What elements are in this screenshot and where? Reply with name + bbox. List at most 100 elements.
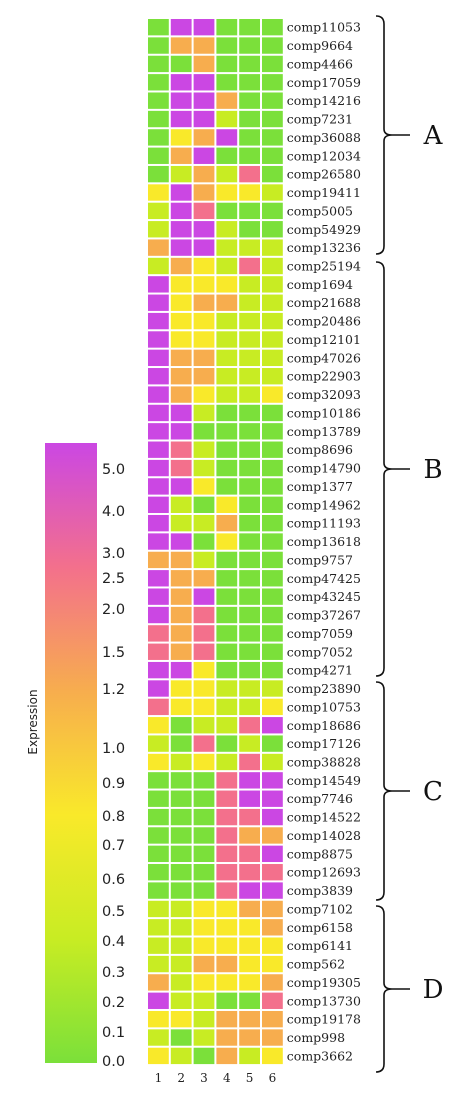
heatmap-cell — [148, 808, 169, 826]
heatmap-cell — [193, 74, 215, 91]
gene-label: comp14962 — [287, 497, 361, 512]
gene-label: comp3662 — [287, 1048, 353, 1063]
heatmap-cell — [170, 55, 192, 73]
heatmap-cell — [239, 680, 260, 697]
row-labels: comp11053 comp9664 comp4466 comp17059 comp14… — [287, 20, 361, 1064]
gene-label: comp4271 — [287, 663, 353, 678]
heatmap-cell — [193, 147, 215, 164]
gene-label: comp8875 — [287, 846, 353, 861]
heatmap-cell — [148, 423, 169, 440]
heatmap-cell — [148, 661, 169, 679]
gene-label: comp23890 — [287, 681, 361, 696]
heatmap-cell — [170, 294, 192, 311]
heatmap-cell — [262, 202, 283, 220]
legend-tick-label: 3.0 — [102, 546, 125, 562]
heatmap-cell — [216, 386, 238, 403]
heatmap-cell — [193, 680, 215, 697]
heatmap-cell — [216, 680, 238, 697]
heatmap-cell — [216, 331, 238, 348]
heatmap-cell — [148, 478, 169, 495]
heatmap-cell — [262, 257, 283, 275]
heatmap-cell — [193, 937, 215, 954]
heatmap-cell — [193, 37, 215, 54]
heatmap-cell — [148, 276, 169, 293]
heatmap-cell — [216, 368, 238, 385]
gene-label: comp7102 — [287, 901, 353, 916]
column-label: 3 — [200, 1071, 208, 1085]
gene-label: comp11193 — [287, 516, 361, 531]
heatmap-cell — [262, 625, 283, 642]
gene-label: comp5005 — [287, 203, 353, 218]
heatmap-cell — [239, 919, 260, 936]
heatmap-cell — [170, 845, 192, 863]
heatmap-cell — [170, 202, 192, 220]
gene-label: comp13730 — [287, 993, 361, 1008]
heatmap-cell — [216, 165, 238, 183]
heatmap-cell — [262, 937, 283, 954]
heatmap-cell — [148, 588, 169, 605]
gene-label: comp7231 — [287, 112, 353, 127]
heatmap-cell — [193, 698, 215, 716]
cluster-label: A — [423, 121, 444, 151]
heatmap-cell — [193, 55, 215, 73]
heatmap-cell — [262, 312, 283, 330]
heatmap-cell — [239, 55, 260, 73]
heatmap-cell — [216, 551, 238, 569]
heatmap-cell — [170, 955, 192, 973]
gene-label: comp21688 — [287, 295, 361, 310]
heatmap-cell — [170, 184, 192, 201]
heatmap-cell — [148, 202, 169, 220]
heatmap-cell — [239, 37, 260, 54]
gene-label: comp26580 — [287, 167, 361, 182]
heatmap-cell — [239, 717, 260, 734]
heatmap-cell — [262, 1010, 283, 1028]
heatmap-cell — [216, 845, 238, 863]
gene-label: comp7052 — [287, 644, 353, 659]
heatmap-cell — [216, 882, 238, 899]
heatmap-cell — [239, 661, 260, 679]
gene-label: comp19411 — [287, 185, 361, 200]
heatmap-cell — [170, 331, 192, 348]
heatmap-cell — [193, 570, 215, 587]
heatmap-cell — [216, 55, 238, 73]
heatmap-cell — [216, 790, 238, 807]
gene-label: comp13789 — [287, 424, 361, 439]
heatmap-cell — [148, 919, 169, 936]
legend-tick-label: 0.3 — [102, 965, 125, 981]
heatmap-cell — [262, 643, 283, 660]
heatmap-cell — [193, 974, 215, 991]
gene-label: comp54929 — [287, 222, 361, 237]
gene-label: comp17126 — [287, 736, 361, 751]
heatmap-cell — [148, 882, 169, 899]
heatmap-cell — [216, 74, 238, 91]
heatmap-cell — [170, 441, 192, 458]
heatmap-cell — [193, 790, 215, 807]
heatmap-cell — [148, 717, 169, 734]
heatmap-cell — [216, 147, 238, 164]
heatmap-cell — [193, 845, 215, 863]
heatmap-cell — [148, 551, 169, 569]
heatmap-cell — [239, 625, 260, 642]
heatmap-cell — [262, 147, 283, 164]
heatmap-cell — [193, 735, 215, 752]
heatmap-cell — [239, 735, 260, 752]
heatmap-cell — [216, 919, 238, 936]
heatmap-cell — [239, 1010, 260, 1028]
column-label: 2 — [177, 1071, 185, 1085]
heatmap-cell — [170, 368, 192, 385]
heatmap-cell — [239, 551, 260, 569]
heatmap-cell — [148, 827, 169, 844]
heatmap-cell — [216, 459, 238, 477]
heatmap-cell — [262, 423, 283, 440]
heatmap-cell — [262, 74, 283, 91]
heatmap-cell — [170, 588, 192, 605]
heatmap-cell — [170, 37, 192, 54]
heatmap-cell — [193, 588, 215, 605]
heatmap-cell — [148, 92, 169, 109]
heatmap-cell — [239, 92, 260, 109]
heatmap-cell — [239, 312, 260, 330]
heatmap-cell — [193, 955, 215, 973]
heatmap-cell — [216, 827, 238, 844]
heatmap-cell — [262, 661, 283, 679]
